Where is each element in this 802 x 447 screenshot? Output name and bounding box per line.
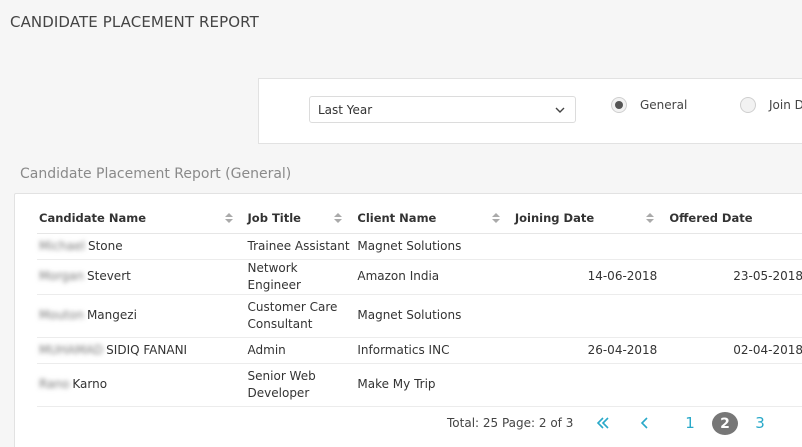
cell-offered-date: 23-05-2018 xyxy=(667,259,802,295)
section-title: Candidate Placement Report (General) xyxy=(20,166,292,182)
cell-joining-date: 14-06-2018 xyxy=(512,259,668,295)
radio-join-date-label: Join D xyxy=(769,98,802,112)
cell-joining-date xyxy=(512,294,668,338)
cell-offered-date: 02-04-2018 xyxy=(667,337,802,364)
cell-joining-date xyxy=(512,233,668,260)
cell-job-title: Trainee Assistant xyxy=(245,233,356,260)
sort-updown-icon[interactable] xyxy=(224,211,234,225)
chevron-down-icon xyxy=(555,107,565,113)
redacted-name: Michael xyxy=(39,238,85,253)
pagination: Total: 25 Page: 2 of 3 1 2 3 xyxy=(15,410,802,436)
cell-job-title: Network Engineer xyxy=(245,259,356,295)
radio-general[interactable]: General xyxy=(611,97,687,113)
table-row[interactable]: Michael Stone Trainee Assistant Magnet So… xyxy=(37,233,802,260)
report-table-card: Candidate Name Job Title Client Name Joi… xyxy=(14,193,802,447)
cell-client-name: Amazon India xyxy=(355,259,513,295)
col-candidate-name[interactable]: Candidate Name xyxy=(37,203,246,234)
prev-page-button[interactable] xyxy=(635,412,655,434)
redacted-name: MUHAMAD xyxy=(39,342,104,357)
radio-general-dot[interactable] xyxy=(611,97,627,113)
period-select-value: Last Year xyxy=(318,102,373,117)
col-offered-date[interactable]: Offered Date xyxy=(667,203,802,234)
cell-candidate-name: Mouton Mangezi xyxy=(37,294,246,338)
page-1-button[interactable]: 1 xyxy=(685,414,695,432)
period-select[interactable]: Last Year xyxy=(309,96,576,123)
table-row[interactable]: Morgan Stevert Network Engineer Amazon In… xyxy=(37,259,802,295)
cell-client-name: Make My Trip xyxy=(355,363,513,407)
table-row[interactable]: Rano Karno Senior Web Developer Make My T… xyxy=(37,363,802,407)
radio-general-label: General xyxy=(640,98,688,112)
radio-join-date-dot[interactable] xyxy=(740,97,756,113)
page-2-button-active[interactable]: 2 xyxy=(712,412,738,435)
sort-updown-icon[interactable] xyxy=(333,211,343,225)
redacted-name: Mouton xyxy=(39,308,84,322)
redacted-name: Rano xyxy=(39,377,70,391)
cell-candidate-name: Michael Stone xyxy=(37,233,246,260)
cell-client-name: Magnet Solutions xyxy=(355,294,513,338)
table-row[interactable]: Mouton Mangezi Customer Care Consultant M… xyxy=(37,294,802,338)
cell-candidate-name: Morgan Stevert xyxy=(37,259,246,295)
cell-client-name: Magnet Solutions xyxy=(355,233,513,260)
cell-joining-date: 26-04-2018 xyxy=(512,337,668,364)
cell-offered-date xyxy=(667,363,802,407)
pagination-total: Total: 25 Page: 2 of 3 xyxy=(447,416,574,430)
cell-offered-date xyxy=(667,294,802,338)
report-table: Candidate Name Job Title Client Name Joi… xyxy=(37,203,802,407)
col-job-title[interactable]: Job Title xyxy=(245,203,356,234)
cell-job-title: Admin xyxy=(245,337,356,364)
col-joining-date[interactable]: Joining Date xyxy=(512,203,668,234)
page-3-button[interactable]: 3 xyxy=(755,414,765,432)
cell-job-title: Senior Web Developer xyxy=(245,363,356,407)
col-client-name[interactable]: Client Name xyxy=(355,203,513,234)
cell-candidate-name: MUHAMAD SIDIQ FANANI xyxy=(37,337,246,364)
cell-candidate-name: Rano Karno xyxy=(37,363,246,407)
filter-panel: Last Year General Join D xyxy=(258,78,802,144)
double-chevron-left-icon xyxy=(596,417,609,429)
radio-join-date[interactable]: Join D xyxy=(740,97,802,113)
sort-updown-icon[interactable] xyxy=(491,211,501,225)
page-title: CANDIDATE PLACEMENT REPORT xyxy=(10,13,259,31)
redacted-name: Morgan xyxy=(39,269,84,283)
sort-updown-icon[interactable] xyxy=(645,211,655,225)
cell-client-name: Informatics INC xyxy=(355,337,513,364)
table-row[interactable]: MUHAMAD SIDIQ FANANI Admin Informatics IN… xyxy=(37,337,802,364)
first-page-button[interactable] xyxy=(593,412,613,434)
chevron-left-icon xyxy=(640,417,648,429)
cell-job-title: Customer Care Consultant xyxy=(245,294,356,338)
cell-offered-date xyxy=(667,233,802,260)
table-header-row: Candidate Name Job Title Client Name Joi… xyxy=(37,203,802,234)
cell-joining-date xyxy=(512,363,668,407)
